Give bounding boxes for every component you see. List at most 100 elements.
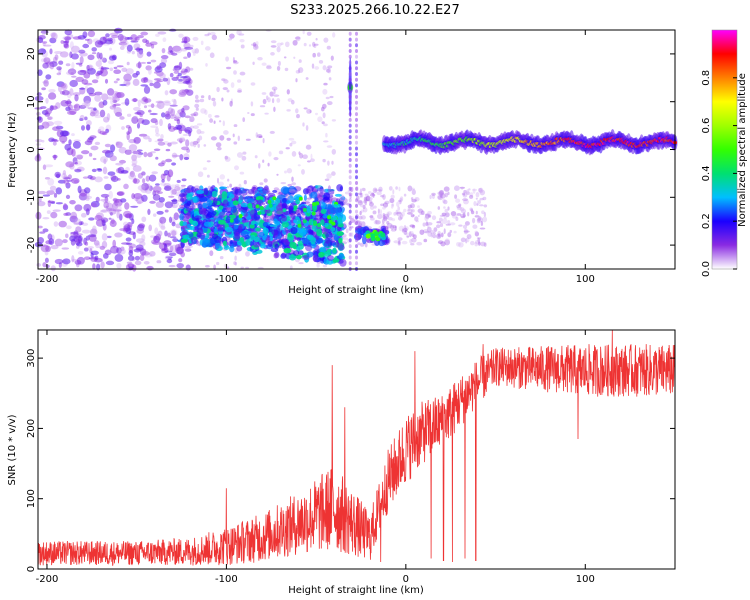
heatmap-cell <box>313 43 319 46</box>
heatmap-cell <box>278 150 284 155</box>
heatmap-cell <box>125 213 132 219</box>
heatmap-cell <box>295 36 301 42</box>
heatmap-cell <box>355 49 358 53</box>
heatmap-cell <box>82 222 89 226</box>
heatmap-cell <box>203 144 207 147</box>
heatmap-cell <box>297 68 301 74</box>
heatmap-cell <box>185 207 194 212</box>
heatmap-cell <box>355 117 358 122</box>
heatmap-cell <box>276 173 279 176</box>
heatmap-cell <box>156 260 162 264</box>
heatmap-cell <box>52 209 61 212</box>
heatmap-cell <box>56 125 60 132</box>
heatmap-cell <box>40 58 47 63</box>
heatmap-cell <box>417 208 424 214</box>
heatmap-cell <box>167 232 171 238</box>
snr-x-axis-label: Height of straight line (km) <box>288 585 424 596</box>
heatmap-cell <box>395 209 399 216</box>
heatmap-cell <box>147 208 151 216</box>
heatmap-cell <box>209 250 214 257</box>
heatmap-cell <box>178 33 184 38</box>
heatmap-cell <box>134 111 142 115</box>
heatmap-cell <box>159 118 163 127</box>
heatmap-cell <box>50 211 58 219</box>
heatmap-cell <box>104 143 111 148</box>
heatmap-cell <box>475 210 478 215</box>
heatmap-cell <box>62 258 71 265</box>
heatmap-cell <box>479 189 486 196</box>
heatmap-cell <box>301 169 305 175</box>
heatmap-cell <box>369 193 376 197</box>
heatmap-cell <box>83 71 91 79</box>
heatmap-cell <box>131 50 135 55</box>
heatmap-cell <box>128 144 138 152</box>
heatmap-cell <box>430 230 435 235</box>
heatmap-cell <box>403 193 407 197</box>
heatmap-cell <box>195 94 199 100</box>
heatmap-cell <box>355 112 358 117</box>
heatmap-cell <box>167 142 172 147</box>
heatmap-cell <box>357 199 363 206</box>
heatmap-cell <box>141 182 149 191</box>
heatmap-cell <box>431 215 437 221</box>
heatmap-cell <box>256 199 264 206</box>
heatmap-cell <box>341 235 345 239</box>
heatmap-cell <box>256 134 263 138</box>
heatmap-cell <box>193 111 199 117</box>
heatmap-cell <box>373 205 377 209</box>
heatmap-cell <box>310 153 313 160</box>
heatmap-cell <box>289 191 296 195</box>
heatmap-cell <box>179 204 186 208</box>
heatmap-cell <box>354 219 359 226</box>
heatmap-cell <box>375 219 378 224</box>
heatmap-cell <box>280 186 290 194</box>
heatmap-cell <box>355 77 358 82</box>
heatmap-cell <box>149 112 158 116</box>
heatmap-cell <box>69 41 74 50</box>
heatmap-cell <box>320 219 325 226</box>
heatmap-cell <box>204 46 211 51</box>
heatmap-cell <box>297 164 301 167</box>
heatmap-cell <box>179 153 184 161</box>
heatmap-cell <box>108 208 117 215</box>
heatmap-cell <box>262 137 265 144</box>
heatmap-cell <box>329 95 334 99</box>
heatmap-cell <box>102 43 110 46</box>
heatmap-cell <box>97 129 102 134</box>
heatmap-cell <box>355 261 358 266</box>
heatmap-cell <box>192 36 199 41</box>
heatmap-cell <box>274 197 281 205</box>
heatmap-cell <box>50 244 59 250</box>
heatmap-cell <box>189 141 195 147</box>
heatmap-cell <box>380 203 385 207</box>
heatmap-cell <box>348 169 352 174</box>
heatmap-cell <box>395 212 402 215</box>
heatmap-cell <box>154 227 159 235</box>
heatmap-cell <box>289 241 297 249</box>
heatmap-cell <box>82 176 89 179</box>
heatmap-cell <box>175 124 183 130</box>
heatmap-cell <box>103 158 107 165</box>
heatmap-cell <box>323 188 331 193</box>
heatmap-cell <box>254 43 258 49</box>
heatmap-cell <box>283 239 290 246</box>
heatmap-cell <box>49 37 57 44</box>
heatmap-cell <box>207 113 212 118</box>
heatmap-cell <box>90 202 97 208</box>
heatmap-cell <box>186 148 190 153</box>
heatmap-cell <box>343 223 346 228</box>
heatmap-cell <box>348 152 352 157</box>
heatmap-cell <box>243 222 248 227</box>
heatmap-cell <box>251 220 256 225</box>
heatmap-cell <box>100 198 109 202</box>
snr-x-tick-label: 100 <box>576 574 595 585</box>
heatmap-cell <box>348 106 352 111</box>
heatmap-cell <box>130 34 138 42</box>
heatmap-cell <box>131 98 138 102</box>
heatmap-cell <box>326 45 331 50</box>
heatmap-cell <box>74 204 83 212</box>
heatmap-cell <box>359 202 364 208</box>
heatmap-cell <box>87 30 96 38</box>
heatmap-cell <box>355 123 358 128</box>
heatmap-cell <box>322 158 326 163</box>
